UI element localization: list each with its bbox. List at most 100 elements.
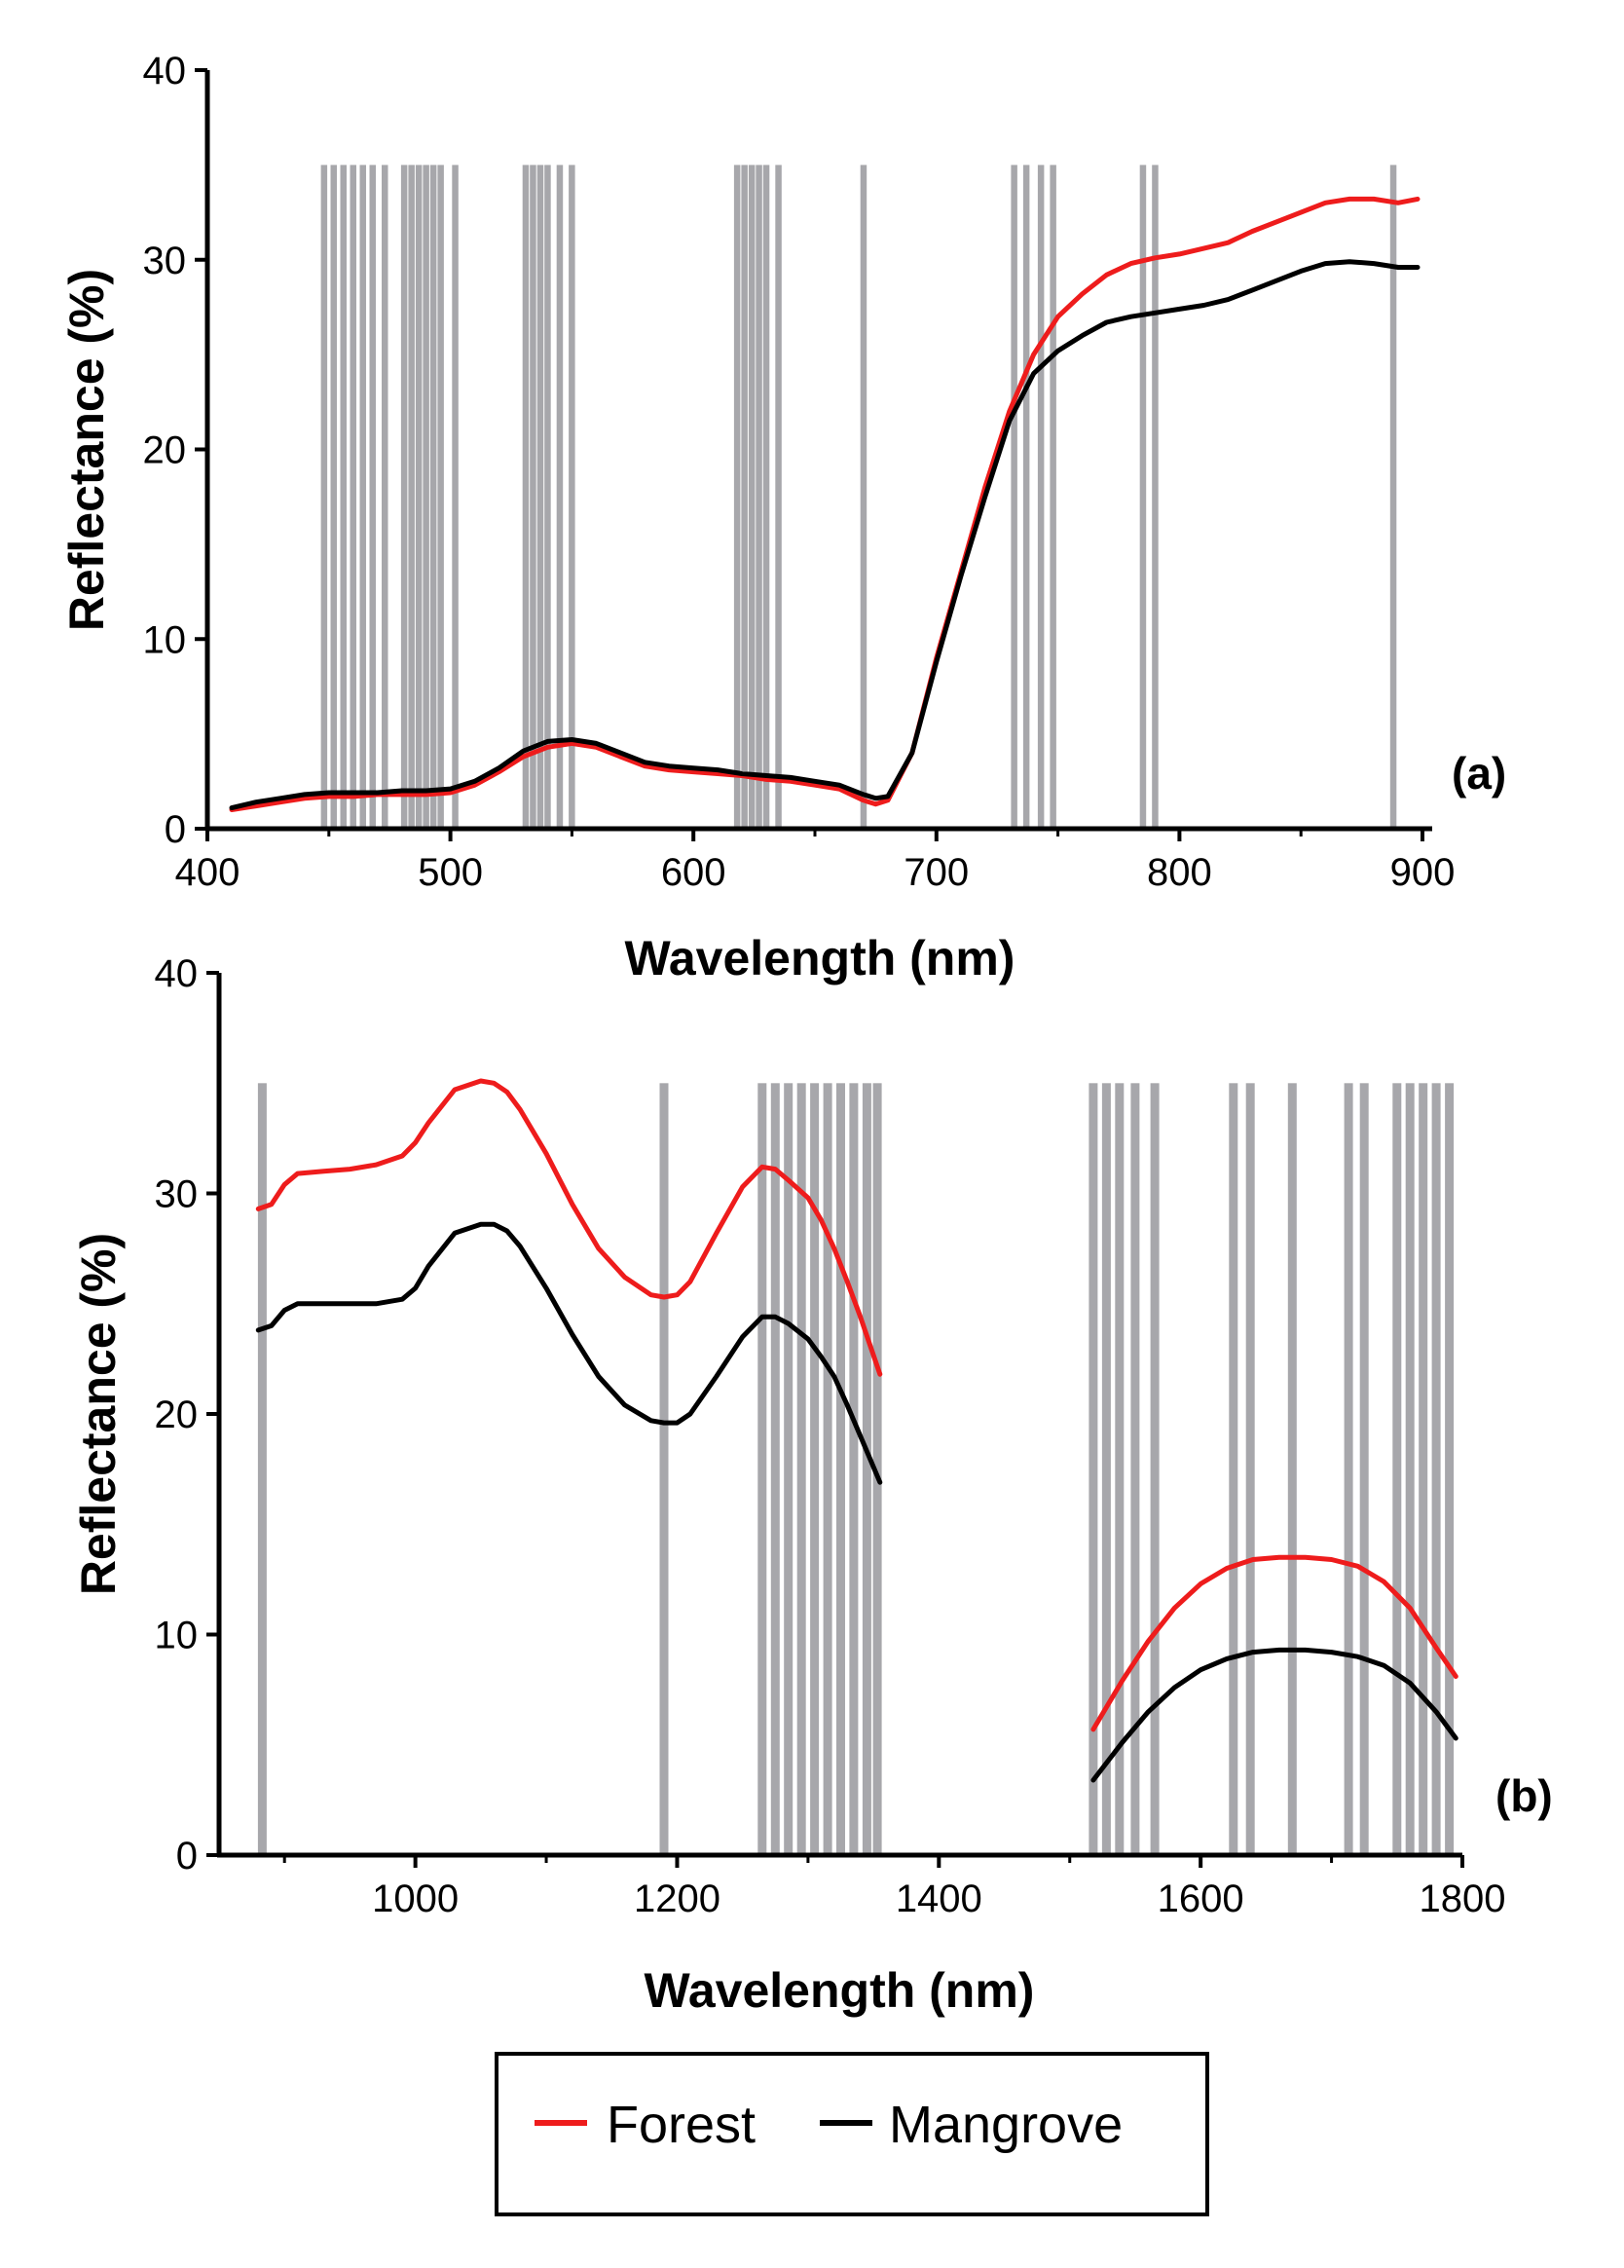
x-tick-label: 1400 xyxy=(896,1878,982,1920)
y-tick-label: 40 xyxy=(143,50,187,93)
panel-b-series xyxy=(255,1078,1458,1783)
spectral-band xyxy=(452,165,459,829)
panel-a: 400 500 600 700 800 900 0 10 20 30 40 Wavelength … xyxy=(59,50,1506,985)
spectral-band xyxy=(1152,165,1159,829)
panel-b: 1000 1200 1400 1600 1800 0 10 20 30 40 Wavelengt… xyxy=(71,952,1553,2018)
spectral-band xyxy=(1037,165,1045,829)
legend: Forest Mangrove xyxy=(495,2052,1209,2216)
spectral-band xyxy=(784,1083,794,1856)
spectral-band xyxy=(1089,1083,1098,1856)
spectral-band xyxy=(1115,1083,1125,1856)
spectral-band xyxy=(423,165,429,829)
spectral-band xyxy=(748,165,756,829)
x-tick-label: 900 xyxy=(1390,851,1456,894)
panel-a-y-ticks: 0 10 20 30 40 xyxy=(143,50,207,851)
panel-b-label: (b) xyxy=(1495,1770,1553,1821)
spectral-band xyxy=(770,1083,780,1856)
spectral-band xyxy=(340,165,347,829)
spectral-band xyxy=(836,1083,845,1856)
panel-a-bands xyxy=(320,165,1397,829)
legend-label-mangrove: Mangrove xyxy=(889,2096,1123,2154)
spectral-band xyxy=(1389,165,1397,829)
spectral-band xyxy=(1287,1083,1297,1856)
panel-a-x-axis-title: Wavelength (nm) xyxy=(625,931,1015,985)
spectral-band xyxy=(429,165,437,829)
x-tick-label: 400 xyxy=(175,851,240,894)
spectral-band xyxy=(536,165,544,829)
panel-a-series xyxy=(229,196,1421,812)
panel-b-bands xyxy=(257,1083,1455,1856)
x-tick-label: 1800 xyxy=(1420,1878,1506,1920)
spectral-band xyxy=(849,1083,859,1856)
spectral-band xyxy=(1011,165,1017,829)
spectral-band xyxy=(408,165,415,829)
x-tick-label: 1200 xyxy=(634,1878,720,1920)
spectral-band xyxy=(556,165,564,829)
y-tick-label: 30 xyxy=(143,240,187,282)
spectral-band xyxy=(437,165,444,829)
x-tick-label: 600 xyxy=(661,851,726,894)
spectral-band xyxy=(400,165,408,829)
spectral-band xyxy=(569,165,575,829)
spectral-band xyxy=(369,165,376,829)
spectral-band xyxy=(1445,1083,1455,1856)
y-tick-label: 40 xyxy=(155,952,199,995)
spectral-band xyxy=(756,165,762,829)
spectral-band xyxy=(872,1083,882,1856)
spectral-band xyxy=(1359,1083,1369,1856)
spectral-band xyxy=(1022,165,1030,829)
spectral-band xyxy=(1150,1083,1160,1856)
series-line-forest xyxy=(1090,1554,1458,1732)
spectral-band xyxy=(1344,1083,1353,1856)
series-line-forest xyxy=(255,1078,883,1377)
spectral-band xyxy=(320,165,328,829)
spectral-band xyxy=(415,165,423,829)
spectral-band xyxy=(775,165,782,829)
series-line-mangrove xyxy=(255,1221,883,1485)
panel-a-label: (a) xyxy=(1452,748,1506,799)
spectral-band xyxy=(1229,1083,1238,1856)
y-tick-label: 20 xyxy=(155,1394,199,1436)
spectral-band xyxy=(330,165,337,829)
x-tick-label: 800 xyxy=(1147,851,1212,894)
series-line-mangrove xyxy=(229,259,1421,811)
spectral-band xyxy=(1392,1083,1402,1856)
spectral-band xyxy=(860,165,867,829)
y-tick-label: 10 xyxy=(155,1615,199,1657)
y-tick-label: 10 xyxy=(143,618,187,661)
spectral-band xyxy=(1405,1083,1415,1856)
x-tick-label: 1000 xyxy=(372,1878,459,1920)
spectral-band xyxy=(823,1083,832,1856)
spectral-band xyxy=(1050,165,1056,829)
x-tick-label: 700 xyxy=(904,851,969,894)
series-line-mangrove xyxy=(1090,1647,1458,1783)
panel-a-y-axis-title: Reflectance (%) xyxy=(59,269,114,631)
legend-label-forest: Forest xyxy=(607,2096,756,2154)
panel-b-x-ticks: 1000 1200 1400 1600 1800 xyxy=(282,1855,1506,1920)
y-tick-label: 0 xyxy=(165,808,186,851)
spectral-band xyxy=(659,1083,669,1856)
spectral-band xyxy=(757,1083,767,1856)
spectral-band xyxy=(350,165,356,829)
spectral-band xyxy=(1130,1083,1140,1856)
spectral-band xyxy=(522,165,530,829)
panel-a-x-ticks: 400 500 600 700 800 900 xyxy=(175,829,1456,894)
panel-b-y-ticks: 0 10 20 30 40 xyxy=(155,952,219,1878)
y-tick-label: 0 xyxy=(176,1835,198,1878)
x-tick-label: 1600 xyxy=(1158,1878,1244,1920)
spectral-band xyxy=(1419,1083,1428,1856)
spectral-band xyxy=(741,165,748,829)
spectral-band xyxy=(1245,1083,1255,1856)
spectral-band xyxy=(1101,1083,1111,1856)
spectral-band xyxy=(1139,165,1147,829)
legend-box xyxy=(495,2052,1209,2216)
spectral-band xyxy=(530,165,536,829)
series-line-forest xyxy=(229,196,1421,812)
spectral-band xyxy=(1431,1083,1441,1856)
panel-b-y-axis-title: Reflectance (%) xyxy=(71,1233,126,1595)
spectral-band xyxy=(733,165,741,829)
spectral-band xyxy=(810,1083,820,1856)
spectral-band xyxy=(257,1083,267,1856)
spectral-band xyxy=(382,165,388,829)
spectral-band xyxy=(862,1083,871,1856)
